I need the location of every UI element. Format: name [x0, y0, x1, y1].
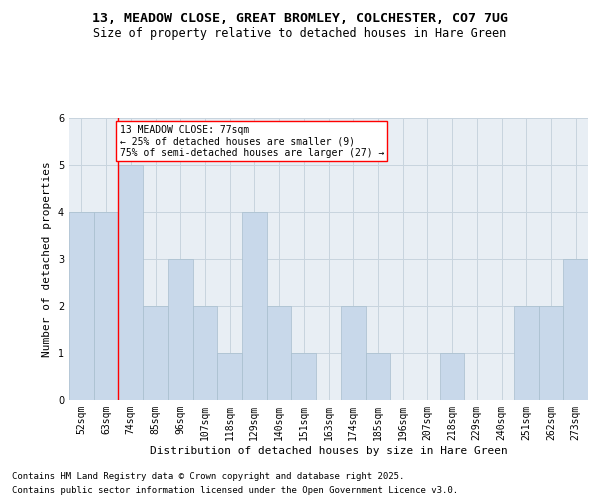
- Text: Size of property relative to detached houses in Hare Green: Size of property relative to detached ho…: [94, 28, 506, 40]
- Text: 13, MEADOW CLOSE, GREAT BROMLEY, COLCHESTER, CO7 7UG: 13, MEADOW CLOSE, GREAT BROMLEY, COLCHES…: [92, 12, 508, 26]
- Bar: [341, 306, 365, 400]
- Bar: [242, 212, 267, 400]
- Bar: [168, 259, 193, 400]
- Text: Contains public sector information licensed under the Open Government Licence v3: Contains public sector information licen…: [12, 486, 458, 495]
- Bar: [69, 212, 94, 400]
- X-axis label: Distribution of detached houses by size in Hare Green: Distribution of detached houses by size …: [149, 446, 508, 456]
- Bar: [292, 353, 316, 400]
- Text: 13 MEADOW CLOSE: 77sqm
← 25% of detached houses are smaller (9)
75% of semi-deta: 13 MEADOW CLOSE: 77sqm ← 25% of detached…: [119, 124, 384, 158]
- Bar: [193, 306, 217, 400]
- Bar: [118, 164, 143, 400]
- Text: Contains HM Land Registry data © Crown copyright and database right 2025.: Contains HM Land Registry data © Crown c…: [12, 472, 404, 481]
- Bar: [563, 259, 588, 400]
- Bar: [539, 306, 563, 400]
- Bar: [514, 306, 539, 400]
- Y-axis label: Number of detached properties: Number of detached properties: [43, 161, 52, 356]
- Bar: [267, 306, 292, 400]
- Bar: [143, 306, 168, 400]
- Bar: [217, 353, 242, 400]
- Bar: [365, 353, 390, 400]
- Bar: [440, 353, 464, 400]
- Bar: [94, 212, 118, 400]
